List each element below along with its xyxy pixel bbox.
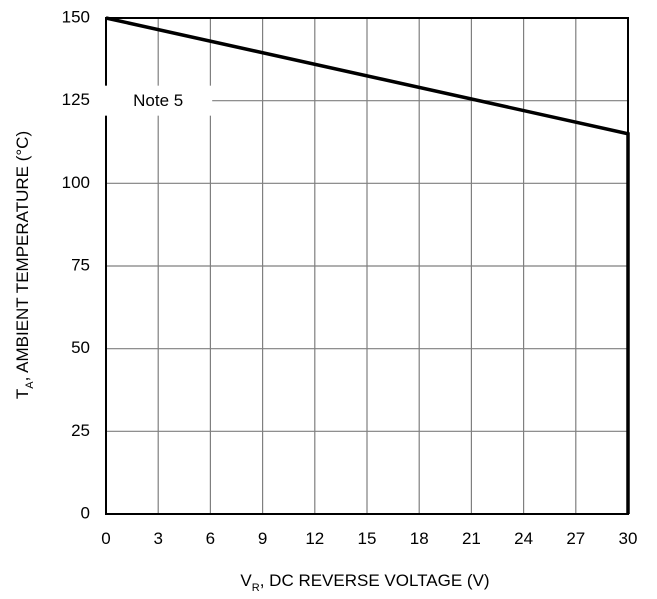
y-tick-label: 25 — [71, 421, 90, 440]
x-tick-label: 12 — [305, 529, 324, 548]
series-layer — [105, 16, 630, 514]
series-line — [105, 16, 630, 514]
note-background — [104, 85, 213, 116]
x-tick-label: 27 — [566, 529, 585, 548]
y-axis-title-main: T — [13, 389, 32, 399]
y-axis-title-rest: , AMBIENT TEMPERATURE (°C) — [13, 131, 32, 382]
x-tick-label: 21 — [462, 529, 481, 548]
x-axis-title-rest: , DC REVERSE VOLTAGE (V) — [260, 571, 490, 590]
y-tick-label: 125 — [62, 90, 90, 109]
x-tick-label: 3 — [153, 529, 162, 548]
y-tick-label: 150 — [62, 7, 90, 26]
x-tick-label: 30 — [619, 529, 638, 548]
y-axis-title: TA, AMBIENT TEMPERATURE (°C) — [13, 131, 36, 399]
x-tick-label: 9 — [258, 529, 267, 548]
x-tick-label: 15 — [358, 529, 377, 548]
y-tick-label: 50 — [71, 338, 90, 357]
y-tick-label: 75 — [71, 255, 90, 274]
y-axis-title-subscript: A — [24, 381, 36, 389]
y-tick-labels: 0 25 50 75 100 125 150 — [62, 7, 90, 522]
x-axis-title-subscript: R — [252, 582, 260, 594]
note-label: Note 5 — [133, 91, 183, 110]
x-axis-title-main: V — [240, 571, 252, 590]
x-tick-label: 18 — [410, 529, 429, 548]
annotation-layer: Note 5 — [104, 85, 213, 116]
x-tick-label: 0 — [101, 529, 110, 548]
y-tick-label: 100 — [62, 173, 90, 192]
y-tick-label: 0 — [81, 503, 90, 522]
x-tick-labels: 0 3 6 9 12 15 18 21 24 27 30 — [101, 529, 637, 548]
x-tick-label: 6 — [206, 529, 215, 548]
x-tick-label: 24 — [514, 529, 533, 548]
x-axis-title: VR, DC REVERSE VOLTAGE (V) — [240, 571, 489, 594]
